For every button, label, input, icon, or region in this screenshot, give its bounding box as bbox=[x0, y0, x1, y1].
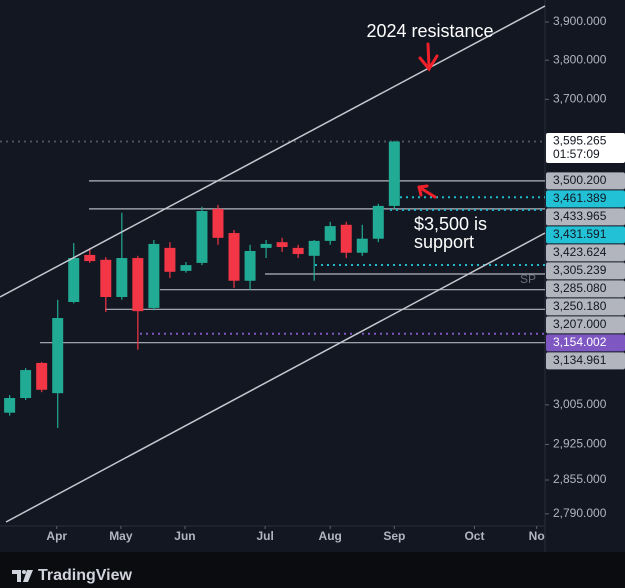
logo bbox=[12, 570, 33, 582]
y-tick-label: 3,700.000 bbox=[553, 92, 607, 106]
channel-lower bbox=[5, 232, 546, 523]
price-label: 3,500.200 bbox=[553, 173, 607, 187]
countdown: 01:57:09 bbox=[553, 147, 600, 161]
marker-label: SP bbox=[520, 272, 536, 286]
price-label: 3,134.961 bbox=[553, 353, 607, 367]
price-label: 3,207.000 bbox=[553, 317, 607, 331]
candle-body bbox=[244, 250, 256, 281]
brand: TradingView bbox=[38, 567, 133, 584]
price-label: 3,595.265 bbox=[553, 134, 607, 148]
price-label: 3,431.591 bbox=[553, 227, 607, 241]
candle-body bbox=[148, 243, 160, 308]
candle-body bbox=[308, 240, 320, 256]
price-label: 3,423.624 bbox=[553, 245, 607, 259]
annotation: $3,500 is bbox=[414, 214, 487, 234]
plot bbox=[0, 140, 545, 428]
candle-body bbox=[388, 141, 400, 206]
candle-body bbox=[356, 238, 368, 253]
x-tick-label: Aug bbox=[319, 529, 342, 543]
candle-body bbox=[100, 259, 112, 298]
candle-body bbox=[36, 362, 48, 390]
candle-body bbox=[212, 208, 224, 238]
y-tick-label: 2,925.000 bbox=[553, 437, 607, 451]
price-label: 3,305.239 bbox=[553, 263, 607, 277]
price-label-box bbox=[546, 172, 625, 190]
x-tick-label: Oct bbox=[464, 529, 484, 543]
y-tick-label: 2,790.000 bbox=[553, 506, 607, 520]
channel-upper bbox=[0, 5, 546, 298]
candle-body bbox=[20, 370, 32, 399]
y-tick-label: 3,900.000 bbox=[553, 14, 607, 28]
price-label: 3,285.080 bbox=[553, 281, 607, 295]
candle-body bbox=[340, 224, 352, 253]
annotation: 2024 resistance bbox=[366, 21, 493, 41]
candle-body bbox=[324, 226, 336, 241]
candle-body bbox=[196, 211, 208, 263]
candle-body bbox=[84, 254, 96, 262]
candle-body bbox=[180, 265, 192, 271]
y-tick-label: 3,800.000 bbox=[553, 52, 607, 66]
price-label-box bbox=[546, 244, 625, 262]
x-tick-label: Sep bbox=[383, 529, 405, 543]
price-label-box bbox=[546, 352, 625, 370]
candle-body bbox=[52, 318, 64, 394]
arrow bbox=[418, 42, 439, 72]
x-tick-label: Jul bbox=[256, 529, 273, 543]
candle-body bbox=[164, 247, 176, 272]
x-tick-label: No bbox=[529, 529, 545, 543]
price-label-box bbox=[546, 316, 625, 334]
price-label-box bbox=[546, 226, 625, 244]
x-tick-label: Apr bbox=[46, 529, 67, 543]
price-label-box bbox=[546, 190, 625, 208]
candle-body bbox=[132, 258, 144, 312]
price-label-box bbox=[546, 133, 625, 164]
y-tick-label: 3,005.000 bbox=[553, 397, 607, 411]
price-label: 3,154.002 bbox=[553, 335, 607, 349]
candle-body bbox=[276, 242, 288, 248]
candle-body bbox=[292, 247, 304, 255]
candle-body bbox=[228, 233, 240, 281]
candle-body bbox=[116, 258, 128, 298]
price-label: 3,250.180 bbox=[553, 299, 607, 313]
y-tick-label: 2,855.000 bbox=[553, 472, 607, 486]
candle-body bbox=[68, 258, 80, 303]
candle-body bbox=[4, 398, 16, 413]
candle-body bbox=[372, 205, 384, 239]
price-label-box bbox=[546, 334, 625, 352]
price-label-box bbox=[546, 280, 625, 298]
x-tick-label: Jun bbox=[174, 529, 195, 543]
price-label: 3,433.965 bbox=[553, 209, 607, 223]
arrow bbox=[417, 184, 437, 199]
price-label: 3,461.389 bbox=[553, 191, 607, 205]
footer-bar bbox=[0, 552, 625, 588]
candle-body bbox=[260, 243, 272, 248]
price-label-box bbox=[546, 262, 625, 280]
annotation: support bbox=[414, 232, 474, 252]
price-label-box bbox=[546, 208, 625, 226]
price-label-box bbox=[546, 298, 625, 316]
x-tick-label: May bbox=[109, 529, 133, 543]
